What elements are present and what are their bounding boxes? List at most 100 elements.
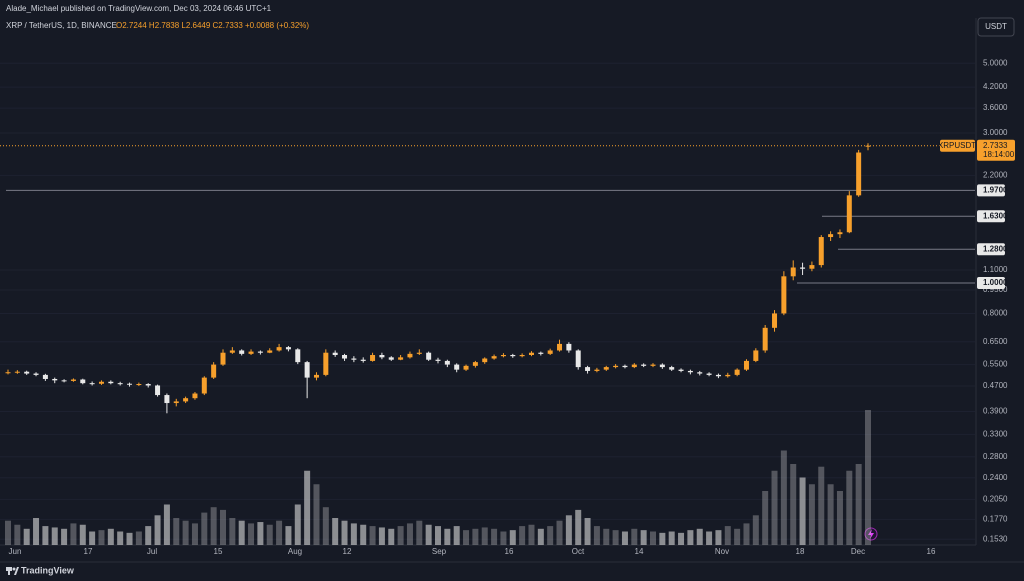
candle-body: [192, 393, 198, 399]
candle-body: [98, 381, 104, 384]
candle-body: [267, 350, 273, 353]
volume-bar: [491, 528, 498, 545]
x-tick-label: 12: [343, 547, 352, 556]
candle-body: [659, 364, 665, 368]
volume-bar: [640, 530, 647, 545]
volume-bar: [444, 528, 451, 545]
candle-body: [201, 377, 207, 394]
candle-body: [743, 360, 749, 370]
candle-body: [519, 355, 525, 357]
candle-body: [734, 369, 740, 375]
volume-bar: [285, 526, 292, 545]
x-tick-label: Oct: [572, 547, 585, 556]
volume-bar: [42, 526, 49, 545]
volume-bar: [210, 507, 217, 545]
y-tick-label: 5.0000: [983, 58, 1008, 67]
candle-body: [622, 365, 628, 368]
volume-bar: [5, 520, 11, 545]
candle-body: [454, 364, 460, 370]
candle-body: [285, 347, 291, 350]
level-label: 1.6300: [983, 211, 1008, 220]
volume-bar: [612, 530, 619, 545]
volume-bar: [98, 530, 105, 545]
candle-body: [809, 265, 815, 269]
candle-body: [351, 358, 357, 360]
candle-body: [603, 367, 609, 370]
candle-body: [557, 343, 563, 351]
volume-bar: [126, 532, 133, 545]
y-tick-label: 3.6000: [983, 103, 1008, 112]
candle-body: [220, 352, 226, 365]
candle-body: [211, 364, 217, 378]
y-tick-label: 0.2050: [983, 494, 1008, 503]
candle-body: [594, 369, 600, 371]
volume-bar: [584, 518, 591, 545]
candle-body: [641, 364, 647, 366]
volume-bar: [425, 524, 432, 545]
y-tick-label: 1.1000: [983, 265, 1008, 274]
x-tick-label: Sep: [432, 547, 447, 556]
volume-bar: [762, 491, 769, 545]
level-label: 1.9700: [983, 186, 1008, 195]
volume-bar: [472, 528, 479, 545]
volume-bar: [304, 470, 311, 545]
volume-bar: [266, 524, 273, 545]
y-tick-label: 0.2400: [983, 473, 1008, 482]
candle-body: [715, 374, 721, 377]
candle-body: [248, 351, 254, 354]
volume-bar: [89, 531, 96, 545]
y-tick-label: 2.2000: [983, 170, 1008, 179]
volume-bar: [565, 515, 572, 545]
candle-body: [566, 343, 572, 351]
volume-bar: [771, 470, 778, 545]
candle-body: [818, 237, 824, 266]
volume-bar: [416, 520, 423, 545]
volume-bar: [33, 518, 40, 545]
candle-body: [379, 355, 385, 358]
publisher: Alade_Michael published on TradingView.c…: [6, 4, 272, 13]
volume-bar: [294, 504, 301, 545]
volume-bar: [752, 515, 759, 545]
volume-bar: [257, 522, 264, 545]
last-price-tag: [977, 139, 1015, 161]
candle-body: [117, 383, 123, 385]
volume-bar: [248, 523, 255, 545]
y-tick-label: 3.0000: [983, 128, 1008, 137]
candle-body: [510, 355, 516, 357]
volume-bar: [238, 520, 245, 545]
volume-bar: [135, 531, 142, 545]
candle-body: [631, 364, 637, 368]
candle-body: [61, 380, 67, 382]
x-tick-label: Nov: [715, 547, 729, 556]
volume-bar: [855, 464, 862, 545]
candle-body: [360, 359, 366, 361]
candle-body: [547, 350, 553, 354]
currency[interactable]: USDT: [985, 22, 1007, 31]
y-tick-label: 0.1530: [983, 534, 1008, 543]
x-tick-label: 16: [927, 547, 936, 556]
candle-body: [342, 355, 348, 359]
volume-bar: [808, 484, 815, 545]
x-tick-label: 17: [84, 547, 93, 556]
candle-body: [800, 267, 806, 269]
volume-bar: [836, 491, 843, 545]
candle-body: [173, 401, 179, 404]
candle-body: [80, 379, 86, 384]
candle-body: [772, 313, 778, 328]
x-tick-label: 18: [796, 547, 805, 556]
x-tick-label: Dec: [851, 547, 865, 556]
volume-bar: [865, 410, 871, 545]
candle-body: [70, 379, 76, 381]
currency-button[interactable]: [977, 17, 1015, 37]
candle-body: [678, 369, 684, 371]
candle-body: [528, 352, 534, 356]
symbol: XRP / TetherUS, 1D, BINANCE: [6, 21, 117, 30]
volume-bar: [799, 477, 806, 545]
x-tick-label: Jun: [9, 547, 22, 556]
logo: [6, 567, 19, 575]
candle-body: [42, 374, 48, 379]
candle-body: [108, 381, 114, 384]
candle-body: [155, 385, 161, 396]
volume-bar: [406, 523, 413, 545]
